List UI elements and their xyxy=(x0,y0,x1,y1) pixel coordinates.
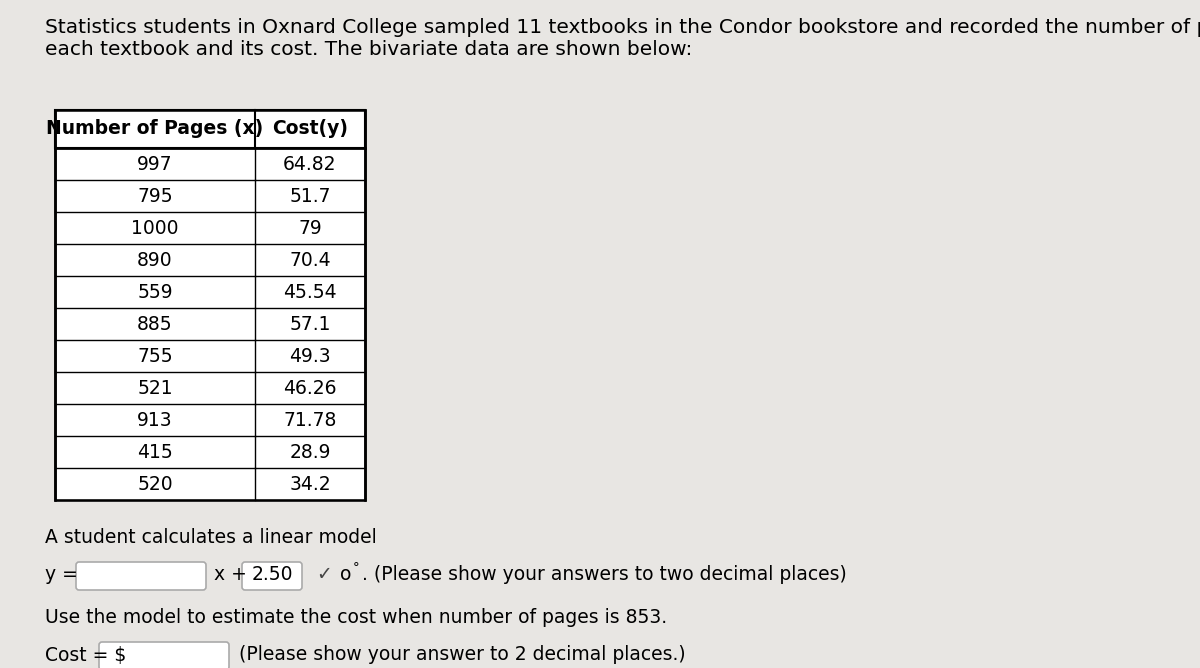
Text: 70.4: 70.4 xyxy=(289,250,331,269)
Bar xyxy=(55,276,365,308)
Text: 885: 885 xyxy=(137,315,173,333)
Text: y =: y = xyxy=(46,566,78,584)
Bar xyxy=(55,110,365,148)
Text: x +: x + xyxy=(214,566,247,584)
Bar xyxy=(55,372,365,404)
Bar xyxy=(55,308,365,340)
Text: Cost = $: Cost = $ xyxy=(46,645,126,665)
Text: 49.3: 49.3 xyxy=(289,347,331,365)
Text: 71.78: 71.78 xyxy=(283,411,337,430)
Bar xyxy=(55,340,365,372)
Bar xyxy=(55,436,365,468)
Text: 913: 913 xyxy=(137,411,173,430)
Text: 521: 521 xyxy=(137,379,173,397)
Text: 755: 755 xyxy=(137,347,173,365)
Text: 57.1: 57.1 xyxy=(289,315,331,333)
Bar xyxy=(55,148,365,180)
Text: 795: 795 xyxy=(137,186,173,206)
Bar xyxy=(55,212,365,244)
Text: each textbook and its cost. The bivariate data are shown below:: each textbook and its cost. The bivariat… xyxy=(46,40,692,59)
Bar xyxy=(55,468,365,500)
Text: 34.2: 34.2 xyxy=(289,474,331,494)
Text: (Please show your answer to 2 decimal places.): (Please show your answer to 2 decimal pl… xyxy=(239,645,685,665)
Text: 45.54: 45.54 xyxy=(283,283,337,301)
Bar xyxy=(55,244,365,276)
Text: 1000: 1000 xyxy=(131,218,179,238)
Bar xyxy=(55,404,365,436)
Text: Number of Pages (x): Number of Pages (x) xyxy=(47,120,264,138)
Text: 520: 520 xyxy=(137,474,173,494)
Text: 46.26: 46.26 xyxy=(283,379,337,397)
Text: 997: 997 xyxy=(137,154,173,174)
FancyBboxPatch shape xyxy=(76,562,206,590)
Text: 559: 559 xyxy=(137,283,173,301)
Text: Use the model to estimate the cost when number of pages is 853.: Use the model to estimate the cost when … xyxy=(46,608,667,627)
Text: 51.7: 51.7 xyxy=(289,186,331,206)
FancyBboxPatch shape xyxy=(98,642,229,668)
Text: °: ° xyxy=(353,562,360,574)
Text: o: o xyxy=(340,566,352,584)
Text: ✓: ✓ xyxy=(316,566,331,584)
Bar xyxy=(55,180,365,212)
Bar xyxy=(55,110,365,500)
Text: 890: 890 xyxy=(137,250,173,269)
Text: 2.50: 2.50 xyxy=(251,566,293,584)
Text: 64.82: 64.82 xyxy=(283,154,337,174)
Text: 79: 79 xyxy=(298,218,322,238)
Text: 415: 415 xyxy=(137,442,173,462)
Text: . (Please show your answers to two decimal places): . (Please show your answers to two decim… xyxy=(362,566,847,584)
FancyBboxPatch shape xyxy=(242,562,302,590)
Text: Statistics students in Oxnard College sampled 11 textbooks in the Condor booksto: Statistics students in Oxnard College sa… xyxy=(46,18,1200,37)
Text: A student calculates a linear model: A student calculates a linear model xyxy=(46,528,377,547)
Text: 28.9: 28.9 xyxy=(289,442,331,462)
Text: Cost(y): Cost(y) xyxy=(272,120,348,138)
